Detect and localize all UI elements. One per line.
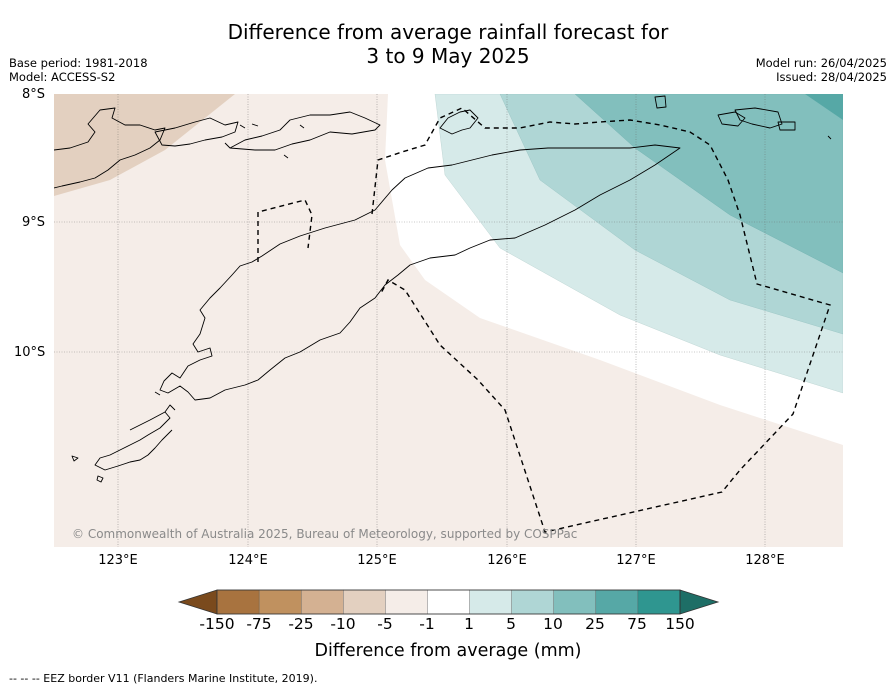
title-line-1: Difference from average rainfall forecas… [227,20,669,44]
colorbar-segment [343,589,386,615]
graticule [54,94,843,547]
colorbar-tick: 1 [464,615,474,633]
colorbar-tick: -5 [377,615,393,633]
lon-label-127e: 127°E [616,553,656,568]
meta-right: Model run: 26/04/2025 Issued: 28/04/2025 [756,56,887,84]
colorbar-segment [637,589,681,615]
lon-label-124e: 124°E [228,553,268,568]
shade-below-5-to-10 [54,94,235,196]
colorbar-segment [427,589,471,615]
colorbar-segment [300,589,344,615]
base-period-text: Base period: 1981-2018 [9,56,148,70]
colorbar-extend-low [177,589,218,615]
colorbar-tick: -1 [419,615,435,633]
colorbar-segment [385,589,428,615]
colorbar-segment [216,589,260,615]
eez-legend-note: -- -- -- EEZ border V11 (Flanders Marine… [9,672,318,685]
colorbar-tick: 10 [543,615,563,633]
colorbar-tick: -10 [330,615,356,633]
shade-above-25-to-75 [805,94,843,120]
model-text: Model: ACCESS-S2 [9,70,116,84]
colorbar-tick: 75 [627,615,647,633]
colorbar-tick: 25 [585,615,605,633]
lon-label-128e: 128°E [745,553,785,568]
model-run-text: Model run: 26/04/2025 [755,56,887,70]
chart-title: Difference from average rainfall forecas… [0,20,896,68]
colorbar-label: Difference from average (mm) [314,641,582,661]
lat-label-9s: 9°S [22,215,46,230]
colorbar-tick: 5 [506,615,516,633]
title-line-2: 3 to 9 May 2025 [366,44,530,68]
eez-border [257,107,831,533]
lon-label-126e: 126°E [487,553,527,568]
lat-label-10s: 10°S [14,345,46,360]
meta-left: Base period: 1981-2018 Model: ACCESS-S2 [9,56,148,84]
copyright-notice: © Commonwealth of Australia 2025, Bureau… [72,527,578,541]
lon-label-125e: 125°E [357,553,397,568]
issued-text: Issued: 28/04/2025 [776,70,887,84]
colorbar-tick: 150 [665,615,695,633]
lat-label-8s: 8°S [22,87,46,102]
colorbar-tick: -25 [288,615,314,633]
colorbar-segment [469,589,513,615]
coastlines [54,95,832,483]
colorbar-extend-high [679,589,720,615]
colorbar-segment [511,589,555,615]
colorbar-segment [258,589,302,615]
colorbar-tick: -75 [246,615,272,633]
shade-above-10-to-25 [574,94,843,274]
colorbar-segment [553,589,597,615]
colorbar-segment [595,589,639,615]
colorbar-tick: -150 [199,615,235,633]
lon-label-123e: 123°E [98,553,138,568]
